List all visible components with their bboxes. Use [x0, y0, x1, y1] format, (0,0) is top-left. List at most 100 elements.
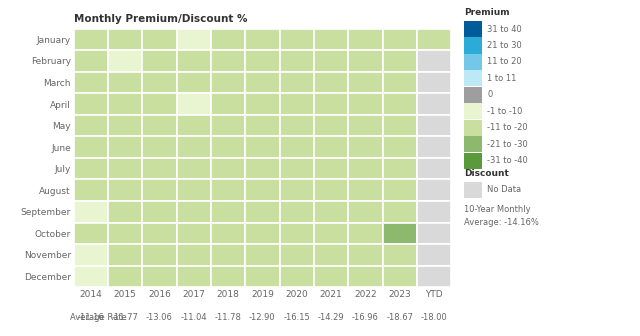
Bar: [314, 158, 348, 179]
Text: 0: 0: [487, 90, 492, 99]
Bar: [74, 72, 108, 93]
Bar: [383, 93, 417, 115]
Bar: [348, 50, 383, 72]
Bar: [280, 136, 314, 158]
Bar: [177, 50, 211, 72]
Bar: [417, 222, 451, 244]
Text: -14.29: -14.29: [317, 313, 344, 322]
Bar: [417, 93, 451, 115]
Bar: [177, 266, 211, 287]
Text: -18.67: -18.67: [386, 313, 413, 322]
Bar: [383, 29, 417, 50]
Bar: [314, 201, 348, 222]
Bar: [74, 115, 108, 136]
Bar: [348, 201, 383, 222]
Bar: [280, 72, 314, 93]
Bar: [108, 50, 142, 72]
Bar: [211, 244, 245, 266]
Bar: [211, 222, 245, 244]
Bar: [108, 115, 142, 136]
Bar: [280, 179, 314, 201]
Bar: [280, 115, 314, 136]
Bar: [74, 136, 108, 158]
Text: Monthly Premium/Discount %: Monthly Premium/Discount %: [74, 14, 247, 24]
Bar: [314, 29, 348, 50]
Text: 21 to 30: 21 to 30: [487, 41, 522, 50]
Bar: [245, 158, 280, 179]
Bar: [108, 93, 142, 115]
Text: -31 to -40: -31 to -40: [487, 156, 528, 165]
Bar: [417, 115, 451, 136]
Bar: [417, 244, 451, 266]
Bar: [417, 201, 451, 222]
Text: -18.00: -18.00: [420, 313, 447, 322]
Bar: [142, 222, 177, 244]
Bar: [348, 222, 383, 244]
Bar: [245, 244, 280, 266]
Bar: [348, 93, 383, 115]
Bar: [348, 266, 383, 287]
Bar: [74, 201, 108, 222]
Bar: [211, 50, 245, 72]
Bar: [383, 222, 417, 244]
Text: -16.96: -16.96: [352, 313, 379, 322]
Bar: [74, 158, 108, 179]
Bar: [74, 50, 108, 72]
Bar: [280, 93, 314, 115]
Bar: [280, 266, 314, 287]
Bar: [348, 158, 383, 179]
Bar: [142, 201, 177, 222]
Text: -1 to -10: -1 to -10: [487, 107, 522, 116]
Bar: [383, 158, 417, 179]
Bar: [383, 136, 417, 158]
Bar: [280, 201, 314, 222]
Bar: [211, 136, 245, 158]
Bar: [348, 136, 383, 158]
Text: -11.77: -11.77: [111, 313, 138, 322]
Bar: [74, 222, 108, 244]
Bar: [108, 158, 142, 179]
Bar: [383, 179, 417, 201]
Bar: [177, 222, 211, 244]
Bar: [383, 72, 417, 93]
Bar: [142, 29, 177, 50]
Bar: [177, 158, 211, 179]
Bar: [417, 72, 451, 93]
Bar: [245, 93, 280, 115]
Bar: [417, 158, 451, 179]
Bar: [142, 158, 177, 179]
Bar: [108, 136, 142, 158]
Bar: [211, 266, 245, 287]
Bar: [211, 72, 245, 93]
Bar: [177, 72, 211, 93]
Bar: [108, 222, 142, 244]
Bar: [383, 266, 417, 287]
Bar: [142, 93, 177, 115]
Bar: [177, 244, 211, 266]
Bar: [348, 179, 383, 201]
Bar: [348, 115, 383, 136]
Bar: [211, 93, 245, 115]
Text: 11 to 20: 11 to 20: [487, 57, 522, 67]
Bar: [245, 115, 280, 136]
Bar: [211, 29, 245, 50]
Text: No Data: No Data: [487, 185, 521, 194]
Bar: [417, 50, 451, 72]
Bar: [142, 115, 177, 136]
Bar: [211, 115, 245, 136]
Text: -11 to -20: -11 to -20: [487, 123, 527, 132]
Text: -12.90: -12.90: [249, 313, 276, 322]
Bar: [348, 72, 383, 93]
Bar: [142, 266, 177, 287]
Bar: [108, 201, 142, 222]
Bar: [314, 244, 348, 266]
Bar: [74, 93, 108, 115]
Text: -11.04: -11.04: [180, 313, 207, 322]
Bar: [280, 158, 314, 179]
Bar: [211, 179, 245, 201]
Bar: [142, 50, 177, 72]
Bar: [314, 266, 348, 287]
Text: Discount: Discount: [464, 169, 509, 178]
Bar: [245, 179, 280, 201]
Text: -21 to -30: -21 to -30: [487, 140, 528, 149]
